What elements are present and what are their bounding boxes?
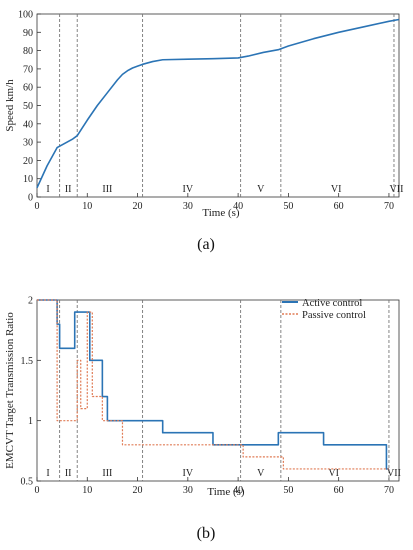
x-tick-label: 10 — [82, 485, 92, 496]
phase-label: IV — [183, 468, 194, 479]
y-tick-label: 40 — [23, 119, 33, 130]
y-tick-label: 20 — [23, 156, 33, 167]
y-axis-label-b: EMCVT Target Transmission Ratio — [4, 312, 16, 469]
panel-label-b: (b) — [197, 525, 216, 542]
phase-label: V — [257, 468, 265, 479]
y-tick-label: 100 — [18, 10, 33, 21]
x-axis-label-b: Time (s) — [207, 486, 245, 498]
x-tick-label: 40 — [233, 485, 243, 496]
y-tick-label: 50 — [23, 101, 33, 112]
panel-label-a: (a) — [197, 236, 215, 253]
transmission-ratio-chart: EMCVT Target Transmission Ratio Time (s)… — [4, 296, 401, 499]
y-tick-label: 0 — [28, 193, 33, 204]
phase-label: II — [65, 468, 72, 479]
plot-frame — [36, 13, 400, 198]
x-tick-label: 0 — [35, 485, 40, 496]
y-tick-label: 70 — [23, 64, 33, 75]
x-tick-label: 60 — [334, 485, 344, 496]
phase-label: I — [46, 468, 49, 479]
y-tick-label: 30 — [23, 138, 33, 149]
y-tick-label: 1.5 — [21, 356, 34, 367]
phase-label: VII — [390, 184, 404, 195]
x-tick-label: 70 — [384, 201, 394, 212]
x-tick-label: 30 — [183, 201, 193, 212]
legend-label-active: Active control — [302, 298, 362, 309]
phase-label: VI — [328, 468, 339, 479]
phase-label: V — [257, 184, 265, 195]
y-tick-label: 0.5 — [21, 477, 34, 488]
speed-series-line — [36, 18, 400, 189]
y-axis-label-a: Speed km/h — [4, 79, 16, 132]
x-tick-label: 50 — [283, 485, 293, 496]
legend-label-passive: Passive control — [302, 310, 366, 321]
x-tick-label: 40 — [233, 201, 243, 212]
x-axis-label-a: Time (s) — [202, 207, 240, 219]
active-control-series-line — [37, 299, 389, 470]
phase-label: IV — [183, 184, 194, 195]
x-tick-label: 30 — [183, 485, 193, 496]
y-tick-label: 60 — [23, 83, 33, 94]
plot-frame — [36, 299, 400, 482]
x-tick-label: 10 — [82, 201, 92, 212]
speed-chart: Speed km/h Time (s) 0 10 20 30 40 50 60 70 0 10 20… — [4, 10, 403, 220]
x-tick-label: 70 — [384, 485, 394, 496]
phase-label: II — [65, 184, 72, 195]
y-tick-label: 10 — [23, 174, 33, 185]
phase-label: III — [102, 468, 112, 479]
y-tick-label: 2 — [28, 296, 33, 307]
phase-label: VII — [387, 468, 401, 479]
x-tick-label: 0 — [35, 201, 40, 212]
passive-control-series-line — [37, 299, 389, 470]
x-tick-label: 60 — [334, 201, 344, 212]
phase-label: III — [102, 184, 112, 195]
y-tick-label: 80 — [23, 46, 33, 57]
phase-label: VI — [331, 184, 342, 195]
legend: Active control Passive control — [282, 298, 366, 321]
phase-label: I — [46, 184, 49, 195]
y-tick-label: 90 — [23, 28, 33, 39]
y-tick-label: 1 — [28, 416, 33, 427]
x-tick-label: 20 — [133, 201, 143, 212]
x-tick-label: 50 — [283, 201, 293, 212]
x-tick-label: 20 — [133, 485, 143, 496]
